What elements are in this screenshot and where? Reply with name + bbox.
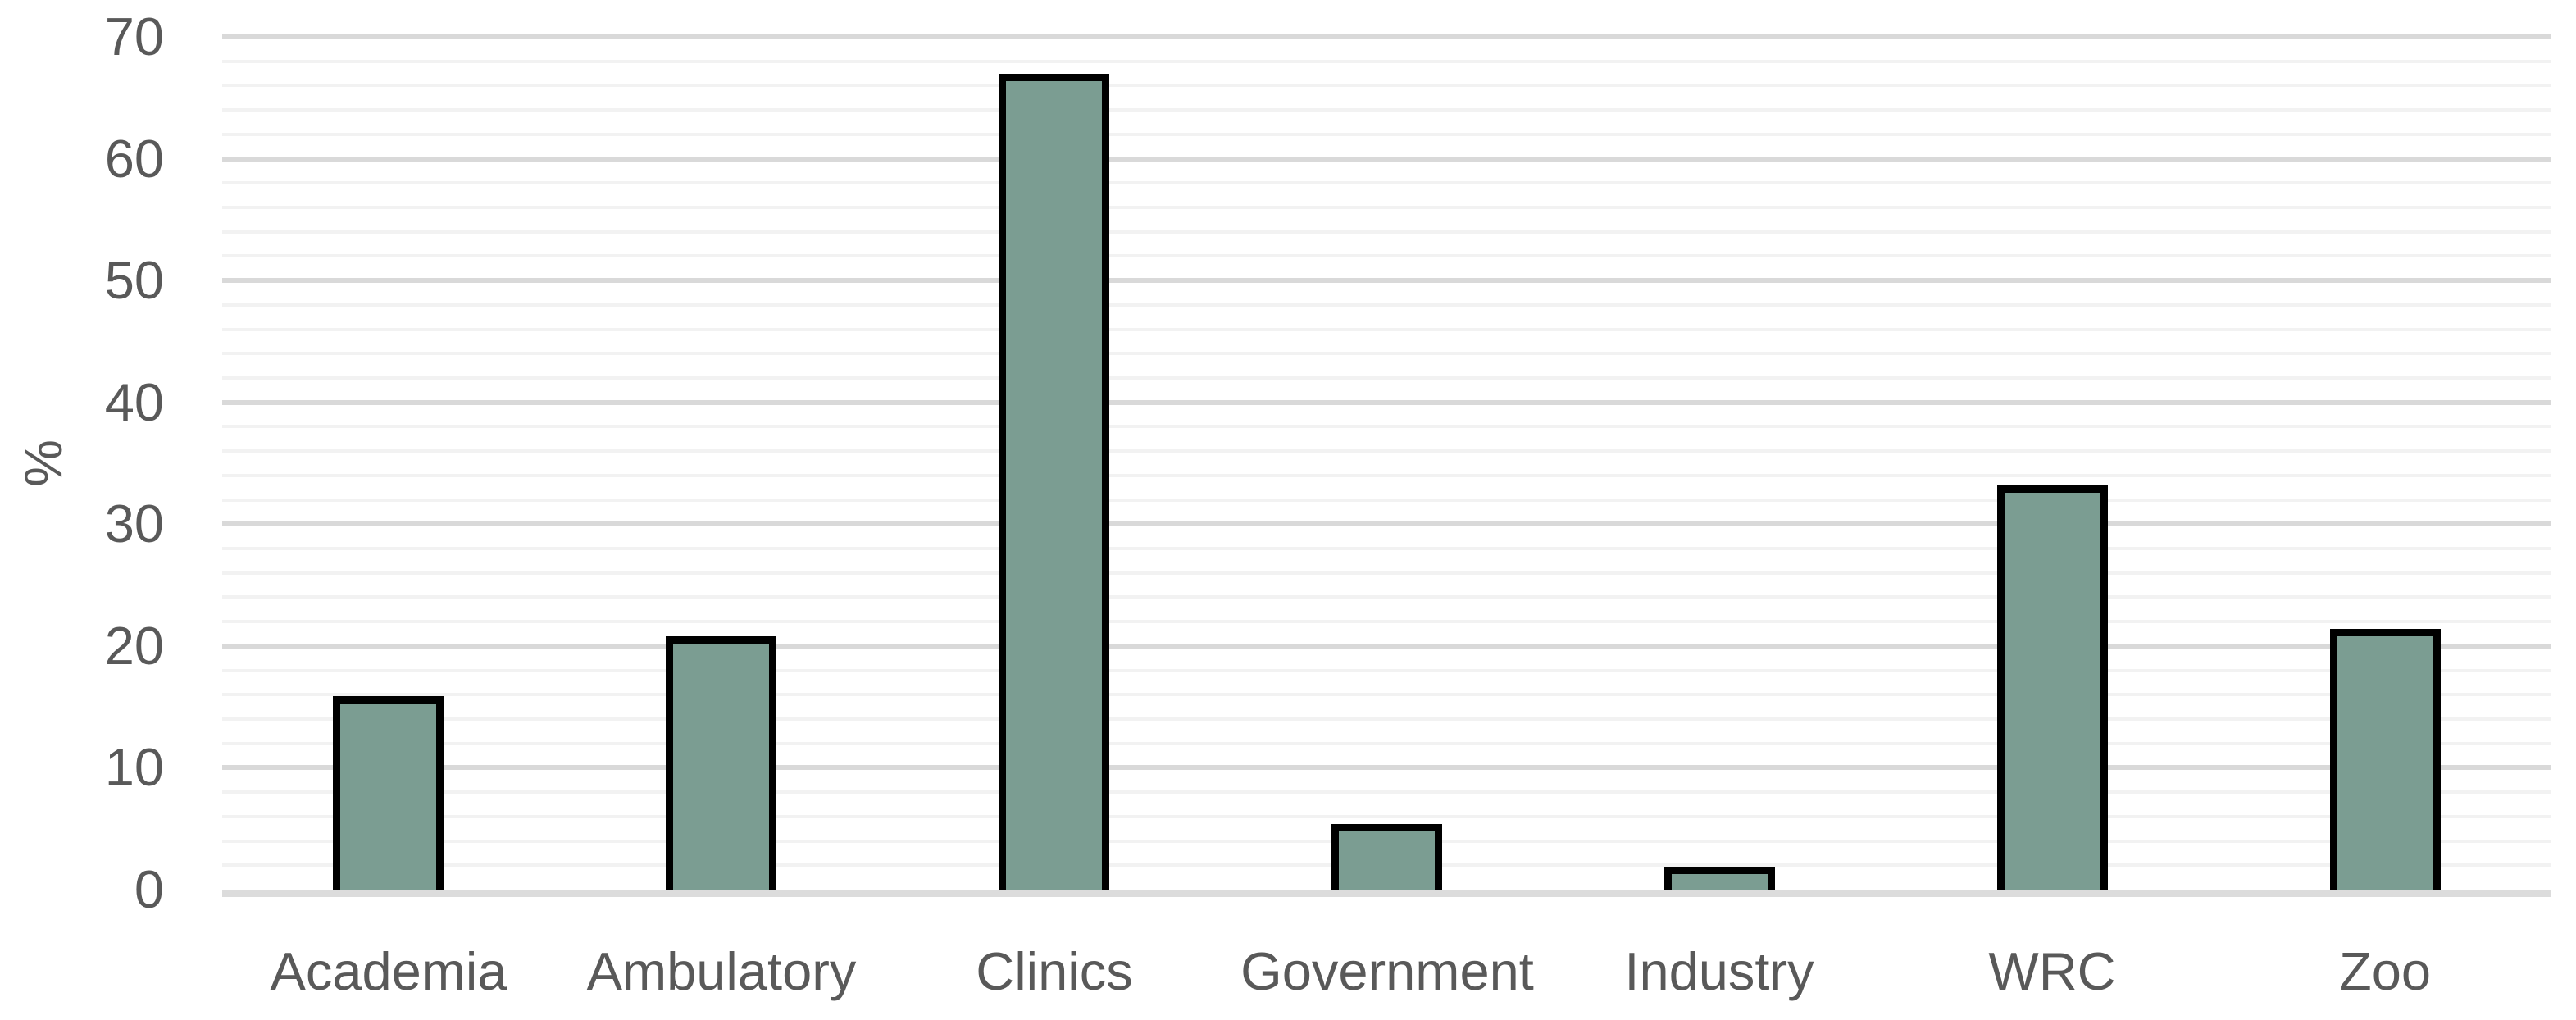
minor-gridline <box>222 230 2551 234</box>
major-gridline <box>222 644 2551 649</box>
minor-gridline <box>222 449 2551 453</box>
minor-gridline <box>222 717 2551 721</box>
bar-ambulatory <box>666 636 776 890</box>
minor-gridline <box>222 352 2551 355</box>
major-gridline <box>222 765 2551 770</box>
bar-government <box>1331 824 1442 890</box>
major-gridline <box>222 521 2551 526</box>
minor-gridline <box>222 815 2551 818</box>
y-tick-label-60: 60 <box>104 129 164 189</box>
bar-industry <box>1664 867 1775 890</box>
minor-gridline <box>222 571 2551 575</box>
y-tick-label-40: 40 <box>104 372 164 432</box>
y-tick-label-10: 10 <box>104 737 164 797</box>
minor-gridline <box>222 181 2551 184</box>
plot-area <box>222 0 2551 1020</box>
minor-gridline <box>222 328 2551 331</box>
bar-zoo <box>2330 629 2441 890</box>
x-category-label-zoo: Zoo <box>2338 941 2431 1001</box>
minor-gridline <box>222 693 2551 696</box>
major-gridline <box>222 400 2551 405</box>
minor-gridline <box>222 303 2551 307</box>
x-category-label-industry: Industry <box>1624 941 1814 1001</box>
minor-gridline <box>222 474 2551 477</box>
minor-gridline <box>222 742 2551 745</box>
minor-gridline <box>222 620 2551 623</box>
minor-gridline <box>222 133 2551 136</box>
minor-gridline <box>222 254 2551 257</box>
major-gridline <box>222 157 2551 162</box>
minor-gridline <box>222 206 2551 209</box>
x-category-label-government: Government <box>1240 941 1534 1001</box>
bar-clinics <box>999 74 1109 890</box>
major-gridline <box>222 278 2551 283</box>
minor-gridline <box>222 669 2551 672</box>
minor-gridline <box>222 595 2551 599</box>
major-gridline <box>222 34 2551 39</box>
bar-wrc <box>1997 485 2108 890</box>
x-axis-line <box>222 890 2551 897</box>
minor-gridline <box>222 547 2551 550</box>
minor-gridline <box>222 425 2551 428</box>
minor-gridline <box>222 84 2551 87</box>
y-tick-label-50: 50 <box>104 250 164 310</box>
minor-gridline <box>222 60 2551 63</box>
x-category-label-ambulatory: Ambulatory <box>586 941 857 1001</box>
minor-gridline <box>222 790 2551 794</box>
minor-gridline <box>222 376 2551 380</box>
y-tick-label-0: 0 <box>134 859 164 919</box>
minor-gridline <box>222 499 2551 502</box>
x-category-label-clinics: Clinics <box>976 941 1133 1001</box>
y-tick-label-30: 30 <box>104 494 164 553</box>
minor-gridline <box>222 108 2551 112</box>
y-tick-label-70: 70 <box>104 7 164 66</box>
x-category-label-academia: Academia <box>270 941 507 1001</box>
bar-academia <box>333 696 444 890</box>
y-tick-label-20: 20 <box>104 616 164 676</box>
x-category-label-wrc: WRC <box>1988 941 2116 1001</box>
